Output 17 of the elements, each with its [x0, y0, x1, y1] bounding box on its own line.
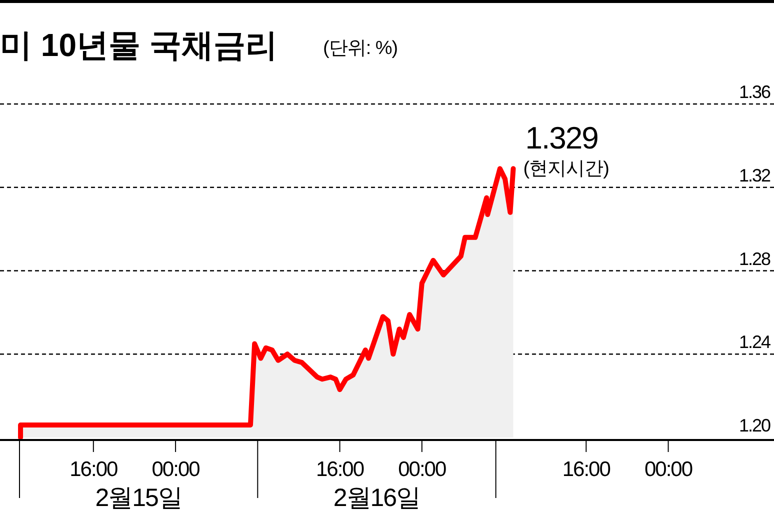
x-tick-label: 00:00 [152, 458, 200, 481]
x-tick-label: 00:00 [398, 458, 446, 481]
x-tick-label: 16:00 [316, 458, 364, 481]
x-tick-label: 16:00 [70, 458, 118, 481]
text: 2월16일 [333, 484, 420, 512]
y-tick-label: 1.32 [738, 165, 771, 186]
x-tick-label: 16:00 [562, 458, 610, 481]
y-tick-label: 1.36 [738, 82, 771, 102]
chart-title: 미 10년물 국채금리 [0, 27, 278, 63]
annotation: (현지시간) [523, 158, 610, 180]
y-tick-label: 1.28 [738, 248, 771, 269]
y-tick-label: 1.24 [738, 332, 771, 352]
x-tick-label: 00:00 [644, 458, 692, 481]
y-tick-label: 1.20 [738, 416, 771, 436]
text: 2월15일 [95, 484, 182, 512]
chart-subtitle: (단위: %) [323, 38, 398, 59]
annotation: 1.329 [525, 120, 598, 156]
